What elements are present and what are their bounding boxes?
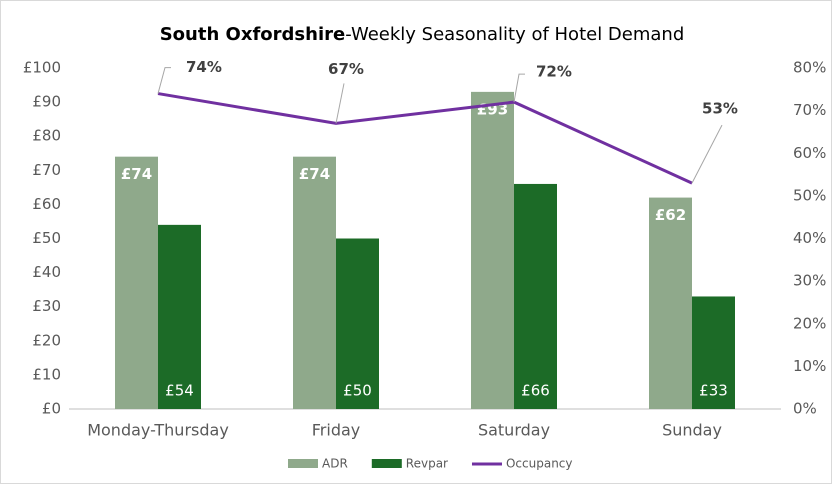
leader-line (513, 73, 525, 103)
data-label: 72% (536, 63, 572, 81)
data-label: £33 (699, 382, 728, 400)
y-tick-label: £40 (32, 263, 61, 281)
x-tick-label: Saturday (478, 421, 550, 440)
legend-swatch (371, 459, 402, 468)
data-label: 53% (702, 100, 738, 118)
bar (158, 224, 201, 409)
bar (336, 238, 379, 409)
y-tick-label: £0 (42, 400, 61, 418)
y-tick-label: £70 (32, 161, 61, 179)
y-tick-label: £20 (32, 331, 61, 349)
data-label: 74% (186, 58, 222, 76)
leader-line (335, 83, 345, 124)
y-tick-label: £30 (32, 297, 61, 315)
y2-tick-label: 80% (793, 59, 826, 77)
y-tick-label: £100 (23, 59, 61, 77)
bar (692, 296, 735, 409)
y-tick-label: £80 (32, 127, 61, 145)
y2-tick-label: 50% (793, 186, 826, 204)
legend-label: Occupancy (506, 457, 573, 471)
leader-line (157, 67, 171, 94)
y-tick-label: £50 (32, 229, 61, 247)
x-tick-label: Monday-Thursday (87, 421, 229, 440)
x-tick-label: Friday (312, 421, 361, 440)
title-bold: South Oxfordshire (160, 24, 345, 45)
y2-tick-label: 20% (793, 314, 826, 332)
y2-tick-label: 30% (793, 272, 826, 290)
bar (293, 156, 336, 409)
x-tick-label: Sunday (662, 421, 722, 440)
leader-line (691, 124, 723, 184)
data-label: £74 (299, 165, 330, 183)
y2-tick-label: 10% (793, 357, 826, 375)
bar (514, 183, 557, 409)
line (157, 92, 693, 185)
bar (115, 156, 158, 409)
legend-label: Revpar (406, 457, 448, 471)
bar (649, 197, 692, 409)
y-tick-label: £90 (32, 93, 61, 111)
y-tick-label: £60 (32, 195, 61, 213)
y2-tick-label: 60% (793, 144, 826, 162)
data-label: £74 (121, 165, 152, 183)
data-label: £50 (343, 382, 372, 400)
title-rest: -Weekly Seasonality of Hotel Demand (345, 24, 684, 45)
data-label: £54 (165, 382, 194, 400)
data-label: 67% (328, 60, 364, 78)
y2-tick-label: 70% (793, 101, 826, 119)
bar (471, 91, 514, 410)
chart-title: South Oxfordshire-Weekly Seasonality of … (160, 24, 685, 45)
data-label: £66 (521, 382, 550, 400)
data-label: £62 (655, 206, 686, 224)
y-tick-label: £10 (32, 365, 61, 383)
legend-swatch (288, 459, 318, 468)
legend-label: ADR (322, 457, 348, 471)
y2-tick-label: 40% (793, 229, 826, 247)
y2-tick-label: 0% (793, 400, 817, 418)
